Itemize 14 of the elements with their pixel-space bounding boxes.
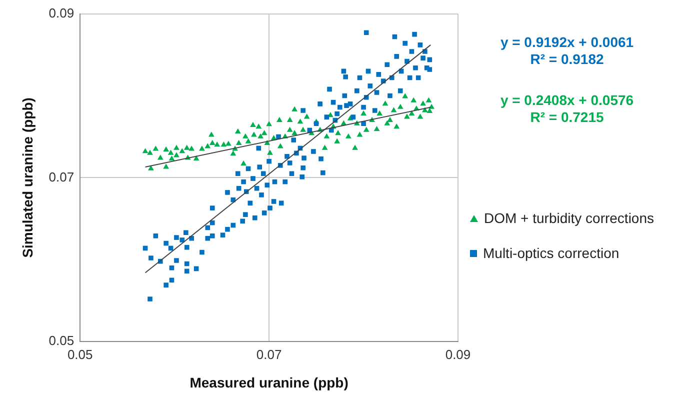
text: R² = 0.9182: [529, 51, 605, 68]
legend-label: DOM + turbidity corrections: [484, 210, 654, 226]
text: y = 0.2408x + 0.0576: [499, 92, 635, 109]
y-tick-label: 0.09: [48, 5, 74, 20]
legend-label: Multi-optics correction: [483, 245, 620, 261]
y-tick-label: 0.07: [48, 169, 74, 184]
y-tick-label: 0.05: [48, 333, 74, 348]
x-tick-label: 0.05: [67, 346, 93, 362]
x-tick-label: 0.07: [256, 346, 282, 362]
text: y = 0.9192x + 0.0061: [499, 34, 635, 51]
x-tick-label: 0.09: [445, 346, 471, 362]
x-axis-title: Measured uranine (ppb): [190, 374, 348, 390]
y-axis-title: Simulated uranine (ppb): [19, 98, 36, 258]
text: R² = 0.7215: [529, 109, 605, 126]
